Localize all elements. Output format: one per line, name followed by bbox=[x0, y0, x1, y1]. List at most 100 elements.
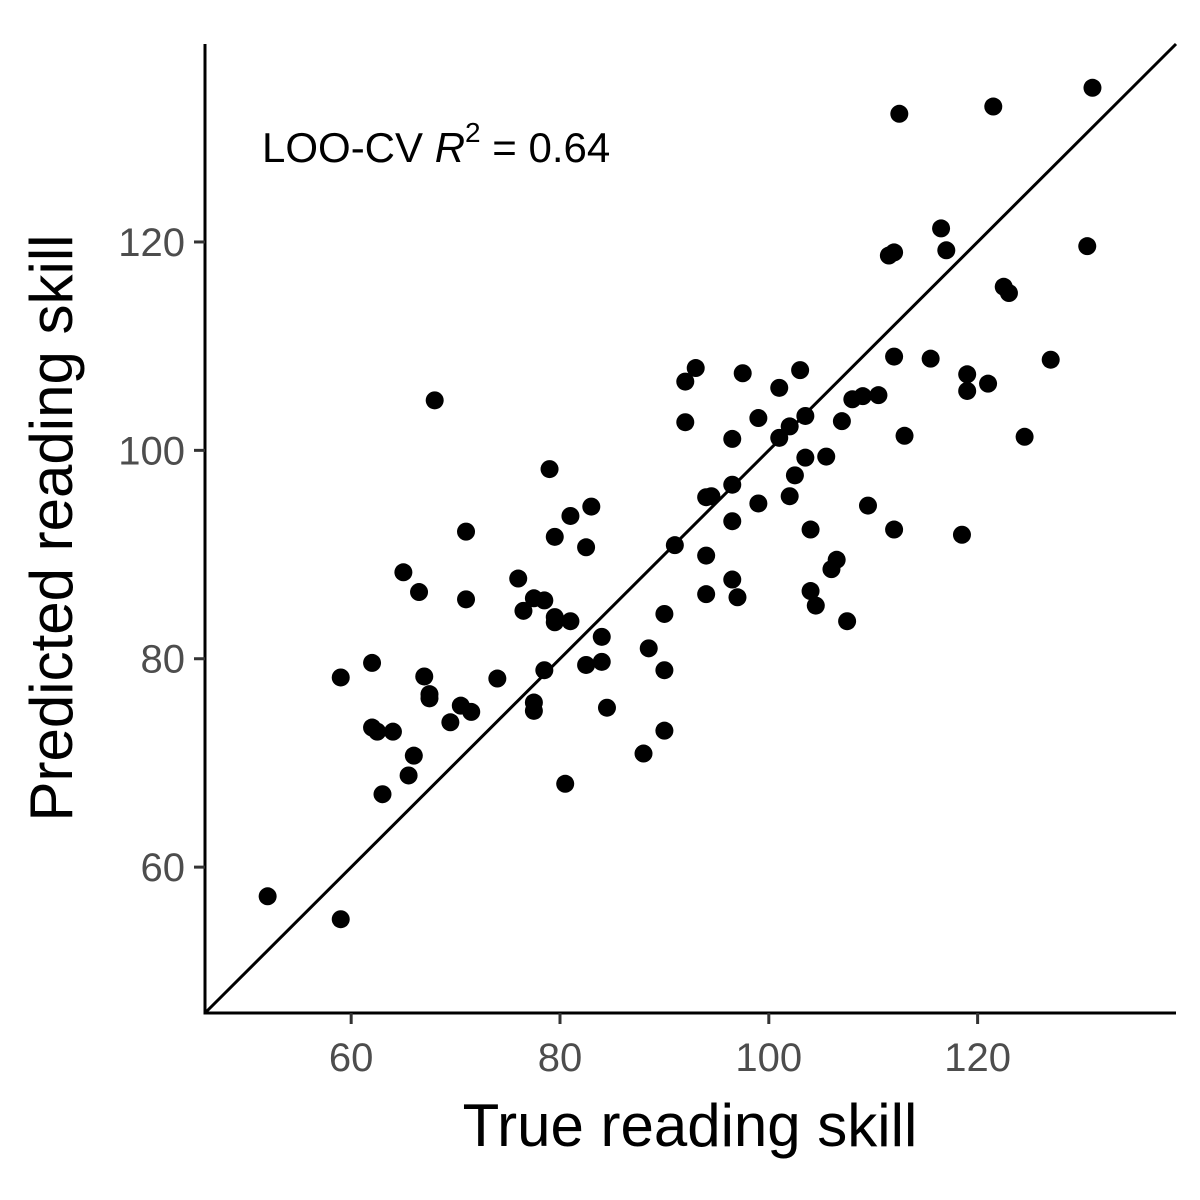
data-point bbox=[420, 685, 439, 704]
y-tick-label: 80 bbox=[141, 638, 186, 682]
data-point bbox=[895, 426, 914, 445]
data-point bbox=[733, 364, 752, 383]
data-point bbox=[723, 512, 742, 531]
data-point bbox=[655, 604, 674, 623]
annotation-superscript: 2 bbox=[465, 117, 481, 148]
data-point bbox=[817, 447, 836, 466]
y-tick-label: 120 bbox=[118, 221, 185, 265]
data-point bbox=[676, 372, 695, 391]
x-tick-label: 120 bbox=[944, 1036, 1011, 1080]
data-point bbox=[1015, 427, 1034, 446]
data-point bbox=[394, 563, 413, 582]
data-point bbox=[399, 766, 418, 785]
data-point bbox=[728, 588, 747, 607]
data-point bbox=[363, 653, 382, 672]
data-point bbox=[853, 387, 872, 406]
data-point bbox=[785, 466, 804, 485]
data-point bbox=[723, 475, 742, 494]
data-point bbox=[780, 417, 799, 436]
data-point bbox=[639, 639, 658, 658]
data-point bbox=[932, 219, 951, 238]
data-point bbox=[984, 97, 1003, 116]
identity-line bbox=[203, 42, 1178, 1015]
data-point bbox=[592, 652, 611, 671]
r2-annotation: LOO-CV R2 = 0.64 bbox=[262, 117, 610, 171]
data-point bbox=[404, 746, 423, 765]
data-point bbox=[806, 596, 825, 615]
y-tick-label: 100 bbox=[118, 429, 185, 473]
data-point bbox=[770, 428, 789, 447]
x-tick-label: 80 bbox=[538, 1036, 583, 1080]
data-point bbox=[488, 669, 507, 688]
data-point bbox=[556, 774, 575, 793]
data-point bbox=[425, 391, 444, 410]
data-point bbox=[457, 590, 476, 609]
data-point bbox=[561, 612, 580, 631]
x-tick-label: 60 bbox=[329, 1036, 374, 1080]
data-point bbox=[937, 241, 956, 260]
data-point bbox=[383, 722, 402, 741]
data-point bbox=[1083, 78, 1102, 97]
data-point bbox=[885, 243, 904, 262]
data-point bbox=[457, 522, 476, 541]
axes-layer bbox=[203, 44, 1176, 1015]
data-point bbox=[545, 613, 564, 632]
annotation-value: 0.64 bbox=[529, 124, 611, 171]
data-point bbox=[827, 550, 846, 569]
data-point bbox=[958, 381, 977, 400]
data-point bbox=[801, 582, 820, 601]
data-point bbox=[676, 413, 695, 432]
data-point bbox=[368, 722, 387, 741]
data-point bbox=[697, 546, 716, 565]
annotation-prefix: LOO-CV bbox=[262, 124, 435, 171]
data-point bbox=[749, 409, 768, 428]
x-tick-label: 100 bbox=[735, 1036, 802, 1080]
data-point bbox=[331, 668, 350, 687]
data-point bbox=[1041, 350, 1060, 369]
data-point bbox=[796, 406, 815, 425]
points-layer bbox=[258, 78, 1102, 929]
data-point bbox=[655, 661, 674, 680]
data-point bbox=[952, 525, 971, 544]
data-point bbox=[577, 655, 596, 674]
data-point bbox=[801, 520, 820, 539]
data-point bbox=[509, 569, 528, 588]
data-point bbox=[791, 361, 810, 380]
data-point bbox=[514, 601, 533, 620]
annotation-symbol: R bbox=[435, 124, 465, 171]
data-point bbox=[535, 591, 554, 610]
data-point bbox=[796, 448, 815, 467]
data-point bbox=[462, 702, 481, 721]
data-point bbox=[545, 527, 564, 546]
data-point bbox=[697, 585, 716, 604]
data-point bbox=[885, 520, 904, 539]
data-point bbox=[634, 744, 653, 763]
ticks-layer: 60 80 100 120 60 80 100 120 bbox=[118, 221, 1011, 1080]
data-point bbox=[858, 496, 877, 515]
data-point bbox=[838, 612, 857, 631]
data-point bbox=[832, 412, 851, 431]
data-point bbox=[540, 460, 559, 479]
data-point bbox=[655, 721, 674, 740]
data-point bbox=[561, 506, 580, 525]
data-point bbox=[723, 570, 742, 589]
data-point bbox=[331, 910, 350, 929]
data-point bbox=[869, 386, 888, 405]
x-axis-title: True reading skill bbox=[463, 1092, 918, 1159]
data-point bbox=[958, 365, 977, 384]
data-point bbox=[686, 359, 705, 378]
y-tick-label: 60 bbox=[141, 846, 186, 890]
y-axis-title: Predicted reading skill bbox=[18, 235, 85, 822]
data-point bbox=[415, 667, 434, 686]
data-point bbox=[921, 349, 940, 368]
data-point bbox=[999, 284, 1018, 303]
data-point bbox=[749, 494, 768, 513]
data-point bbox=[535, 661, 554, 680]
data-point bbox=[885, 347, 904, 366]
data-point bbox=[577, 538, 596, 557]
data-point bbox=[702, 487, 721, 506]
data-point bbox=[770, 378, 789, 397]
data-point bbox=[780, 487, 799, 506]
data-point bbox=[524, 701, 543, 720]
